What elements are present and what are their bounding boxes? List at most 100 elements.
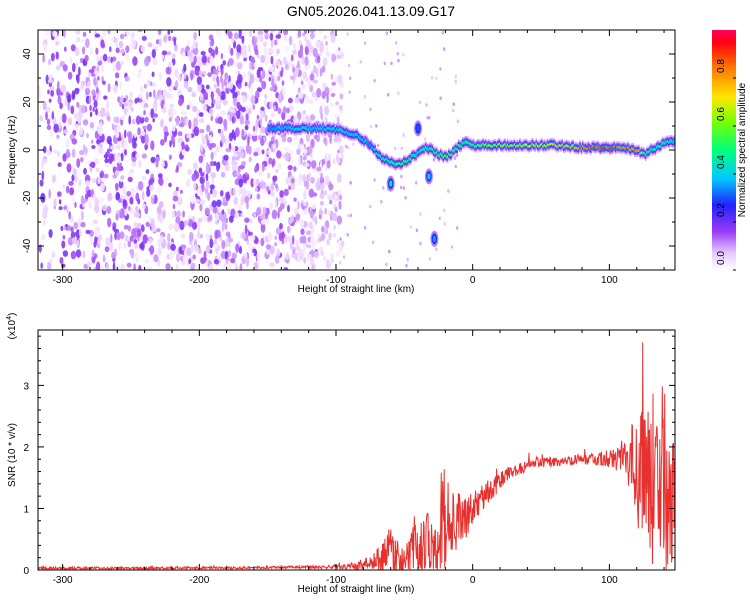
heatmap-noise-cell [332,232,337,238]
heatmap-signal-cell [556,145,558,148]
heatmap-noise-cell [116,144,121,150]
heatmap-noise-cell [128,101,133,111]
heatmap-noise-cell [301,84,306,90]
heatmap-signal-cell [486,145,488,147]
heatmap-noise-cell [49,73,53,81]
heatmap-noise-cell [100,39,105,48]
heatmap-signal-cell [379,155,382,158]
heatmap-noise-cell [202,162,206,167]
heatmap-signal-cell [446,156,449,159]
heatmap-noise-cell [338,78,341,86]
heatmap-noise-cell [157,247,162,256]
heatmap-noise-cell [259,131,263,136]
snr-x-axis: -300 -200 -100 0 100 [53,330,665,586]
heatmap-signal-cell [593,145,595,148]
heatmap-noise-cell [213,258,220,265]
heatmap-noise-cell [63,205,67,210]
heatmap-signal-cell [290,128,293,131]
heatmap-noise-cell [308,188,315,198]
heatmap-noise-cell [123,140,128,151]
heatmap-noise-cell [169,103,174,108]
heatmap-signal-cell [672,141,674,143]
heatmap-noise-cell [330,92,336,97]
heatmap-noise-cell [56,134,60,139]
heatmap-noise-cell [171,134,175,145]
heatmap-noise-cell [338,260,342,265]
heatmap-noise-cell [193,31,197,41]
heatmap-noise-cell [64,97,68,106]
heatmap-signal-cell [454,147,457,150]
heatmap-noise-cell [323,255,326,262]
heatmap-noise-cell [414,181,418,185]
heatmap-noise-cell [119,80,122,90]
heatmap-signal-cell [382,157,385,160]
heatmap-noise-cell [253,39,257,48]
heatmap-noise-cell [394,41,398,45]
heatmap-signal-cell [535,143,538,145]
heatmap-noise-cell [153,89,156,98]
heatmap-noise-cell [192,39,197,49]
heatmap-noise-cell [175,186,179,192]
heatmap-signal-cell [474,145,476,148]
heatmap-noise-cell [126,131,133,138]
heatmap-noise-cell [402,53,405,57]
heatmap-noise-cell [239,115,245,125]
heatmap-noise-cell [106,56,112,63]
heatmap-noise-cell [189,231,194,242]
heatmap-noise-cell [205,173,209,182]
heatmap-noise-cell [150,140,155,151]
heatmap-noise-cell [81,38,84,43]
heatmap-noise-cell [225,87,228,94]
heatmap-noise-cell [71,237,77,243]
heatmap-noise-cell [261,69,266,80]
heatmap-noise-cell [231,129,235,139]
heatmap-signal-cell [619,146,621,148]
heatmap-noise-cell [163,103,167,112]
heatmap-noise-cell [89,48,93,55]
heatmap-noise-cell [290,178,295,184]
heatmap-noise-cell [324,105,329,116]
heatmap-noise-cell [53,198,57,208]
heatmap-noise-cell [310,138,315,149]
heatmap-signal-cell [292,127,294,129]
heatmap-noise-cell [338,189,342,194]
heatmap-noise-cell [167,30,171,35]
heatmap-noise-cell [112,64,117,71]
heatmap-signal-cell [517,145,520,147]
heatmap-noise-cell [375,124,378,128]
heatmap-noise-cell [315,95,318,102]
heatmap-noise-cell [102,53,108,62]
heatmap-noise-cell [306,80,312,87]
snr-series-line [38,342,675,570]
heatmap-signal-cell [646,151,648,154]
heatmap-noise-cell [216,77,220,88]
heatmap-noise-cell [254,123,258,133]
heatmap-noise-cell [317,233,321,239]
heatmap-noise-cell [250,94,256,105]
heatmap-signal-cell [433,151,435,153]
heatmap-noise-cell [193,46,199,56]
heatmap-noise-cell [48,258,54,264]
heatmap-noise-cell [106,148,111,158]
heatmap-signal-cell [326,127,328,130]
heatmap-signal-cell [408,158,410,161]
heatmap-noise-cell [80,221,86,228]
heatmap-noise-cell [99,121,103,130]
heatmap-signal-cell [355,133,357,136]
heatmap-noise-cell [118,180,124,189]
heatmap-noise-cell [372,240,375,245]
heatmap-noise-cell [274,235,278,240]
heatmap-noise-cell [119,115,125,120]
heatmap-noise-cell [276,48,280,55]
heatmap-noise-cell [156,228,161,233]
x-tick-label: 100 [601,275,618,286]
heatmap-noise-cell [244,81,248,87]
heatmap-noise-cell [307,253,312,259]
heatmap-noise-cell [223,212,227,221]
heatmap-signal-cell [668,141,670,144]
heatmap-noise-cell [181,149,186,156]
heatmap-noise-cell [82,119,89,126]
heatmap-noise-cell [106,206,112,214]
heatmap-noise-cell [242,49,248,59]
heatmap-signal-cell [665,141,667,143]
